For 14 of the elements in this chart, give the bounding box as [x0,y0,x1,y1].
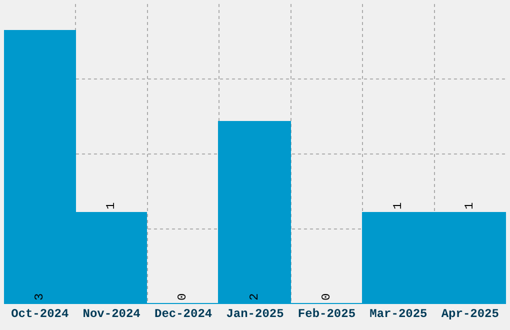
x-tick-label: Feb-2025 [298,307,356,321]
x-tick-label: Oct-2024 [11,307,69,321]
x-tick-label: Dec-2024 [154,307,212,321]
x-tick-label: Nov-2024 [82,307,140,321]
x-tick-label: Jan-2025 [226,307,284,321]
data-label: 2 [248,293,262,300]
x-tick-label: Mar-2025 [370,307,428,321]
data-label: 1 [104,202,118,210]
data-label: 1 [462,202,476,210]
x-tick-label: Apr-2025 [441,307,499,321]
data-label: 1 [391,202,405,210]
data-label: 0 [176,293,190,300]
data-label: 0 [320,293,334,300]
data-label: 3 [32,293,46,300]
